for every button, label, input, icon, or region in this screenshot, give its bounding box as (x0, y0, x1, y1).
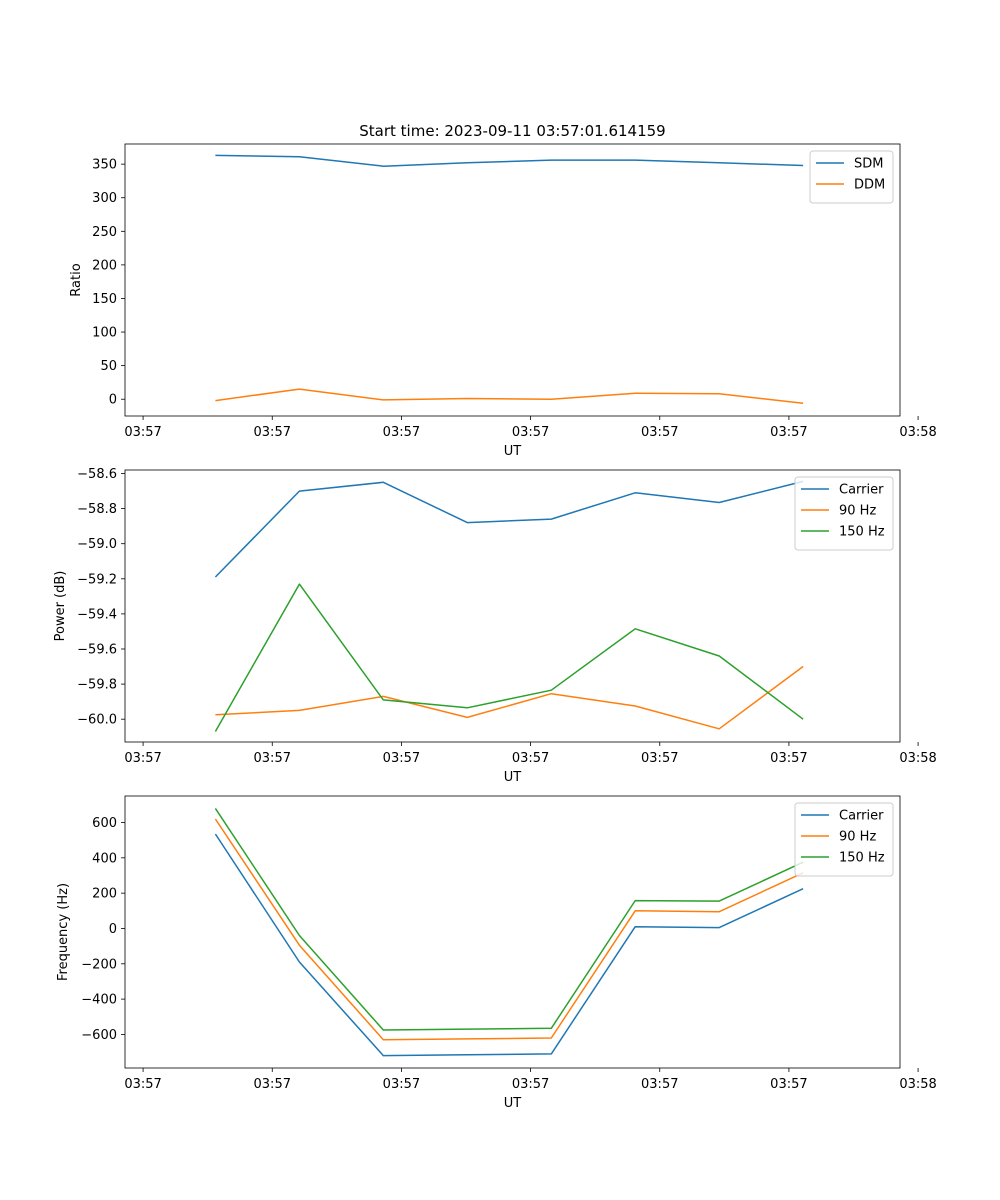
series-line-150-hz (214, 583, 804, 732)
series-line-150-hz (214, 807, 804, 1031)
y-tick-label: 0 (109, 393, 117, 408)
y-tick-label: 600 (92, 816, 117, 831)
x-tick-label: 03:57 (254, 425, 291, 440)
y-tick-label: −59.4 (77, 607, 117, 622)
y-tick-label: −59.8 (77, 678, 117, 693)
x-tick-label: 03:57 (512, 1077, 549, 1092)
x-tick-label: 03:57 (641, 425, 678, 440)
y-tick-label: −59.2 (77, 572, 117, 587)
y-tick-label: 300 (92, 191, 117, 206)
x-tick-label: 03:57 (770, 1077, 807, 1092)
series-line-carrier (214, 480, 804, 578)
x-axis-label: UT (504, 444, 522, 459)
axes-frame (124, 795, 901, 1069)
x-tick-label: 03:57 (383, 751, 420, 766)
y-tick-label: −59.0 (77, 537, 117, 552)
legend-box (809, 150, 894, 204)
y-tick-label: −400 (81, 993, 117, 1008)
legend-label: 90 Hz (839, 830, 876, 845)
y-axis-label: Ratio (69, 263, 84, 296)
series-line-ddm (215, 388, 804, 404)
x-tick-label: 03:58 (899, 1077, 936, 1092)
x-tick-label: 03:57 (124, 1077, 161, 1092)
y-tick-label: 50 (100, 359, 117, 374)
x-axis-label: UT (504, 1096, 522, 1111)
x-tick-label: 03:57 (254, 1077, 291, 1092)
x-tick-label: 03:57 (770, 425, 807, 440)
chart-panel-2: 03:57 03:57 03:57 03:57 03:57 03:57 03:58 −60.0… (53, 467, 937, 785)
x-tick-label: 03:57 (770, 751, 807, 766)
x-tick-label: 03:57 (512, 751, 549, 766)
legend-label: SDM (854, 157, 883, 172)
legend-label: 90 Hz (839, 504, 876, 519)
legend-label: 150 Hz (839, 851, 885, 866)
y-tick-label: −600 (81, 1028, 117, 1043)
y-tick-label: 400 (92, 851, 117, 866)
legend-label: Carrier (839, 809, 884, 824)
chart-title: Start time: 2023-09-11 03:57:01.614159 (359, 122, 665, 140)
series-line-90-hz (215, 665, 804, 730)
series-line-carrier (214, 833, 804, 1057)
y-tick-label: −60.0 (77, 713, 117, 728)
x-tick-label: 03:57 (124, 751, 161, 766)
y-tick-label: 250 (92, 225, 117, 240)
x-tick-label: 03:58 (899, 751, 936, 766)
x-tick-label: 03:57 (383, 1077, 420, 1092)
x-tick-label: 03:57 (641, 1077, 678, 1092)
chart-panel-3: 03:57 03:57 03:57 03:57 03:57 03:57 03:58 −600 −… (56, 795, 937, 1111)
legend-label: Carrier (839, 483, 884, 498)
axes-frame (124, 469, 901, 743)
y-tick-label: 150 (92, 292, 117, 307)
x-axis-label: UT (504, 770, 522, 785)
y-tick-label: −59.6 (77, 642, 117, 657)
chart-panel-1: 03:57 03:57 03:57 03:57 03:57 03:57 03:58 0 50 10… (69, 122, 937, 459)
legend: Carrier 90 Hz 150 Hz (794, 802, 894, 877)
legend: SDM DDM (809, 150, 894, 204)
y-tick-label: 100 (92, 326, 117, 341)
y-tick-label: −58.8 (77, 502, 117, 517)
y-tick-label: 0 (109, 922, 117, 937)
x-tick-label: 03:57 (641, 751, 678, 766)
axes-frame (124, 143, 901, 417)
y-tick-label: 200 (92, 887, 117, 902)
legend-label: 150 Hz (839, 525, 885, 540)
y-tick-label: 200 (92, 258, 117, 273)
x-tick-label: 03:57 (512, 425, 549, 440)
y-axis-label: Frequency (Hz) (56, 883, 71, 981)
legend: Carrier 90 Hz 150 Hz (794, 476, 894, 551)
x-tick-label: 03:57 (383, 425, 420, 440)
x-tick-label: 03:58 (899, 425, 936, 440)
y-axis-label: Power (dB) (53, 571, 68, 642)
legend-label: DDM (854, 178, 885, 193)
y-tick-label: −200 (81, 957, 117, 972)
x-tick-label: 03:57 (124, 425, 161, 440)
series-line-90-hz (214, 818, 804, 1041)
y-tick-label: 350 (92, 158, 117, 173)
x-tick-label: 03:57 (254, 751, 291, 766)
y-tick-label: −58.6 (77, 467, 117, 482)
series-line-sdm (215, 154, 804, 167)
